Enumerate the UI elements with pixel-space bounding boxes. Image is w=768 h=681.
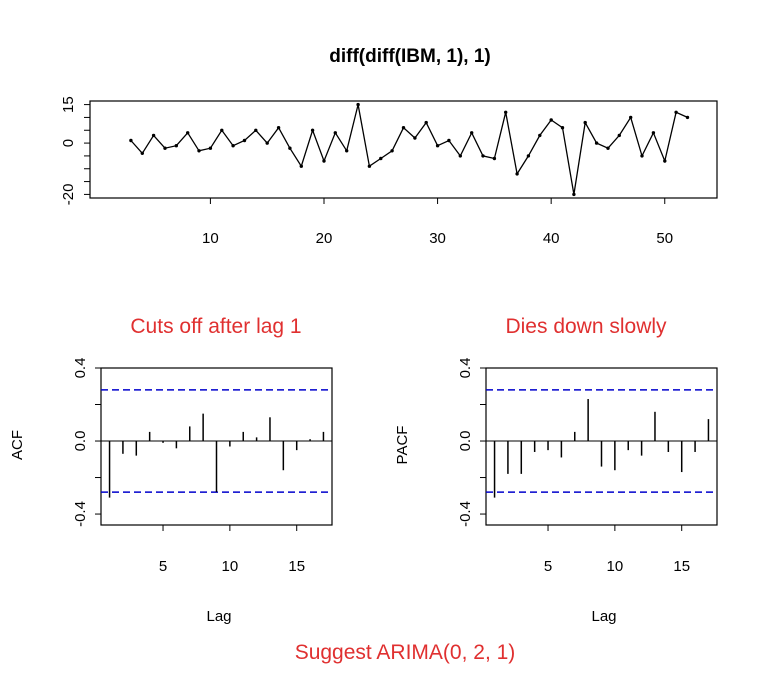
data-point [447,138,451,143]
data-point [572,192,576,197]
data-point [594,141,599,145]
data-point [299,164,303,168]
data-point [424,120,428,125]
data-point [401,126,406,130]
data-point [288,146,292,150]
x-tick-label: 30 [429,230,446,247]
data-point [379,156,383,161]
data-point [492,156,497,161]
data-point [186,131,190,135]
y-tick-label: 15 [60,96,77,113]
model-suggestion-note: Suggest ARIMA(0, 2, 1) [295,641,516,664]
y-tick-label: 0.4 [457,358,474,379]
data-point [367,164,372,168]
plot-frame [89,100,718,199]
pacf-panel: 5 10 15 0.4 0.0 -0.4 [457,358,718,575]
data-point [333,131,337,135]
data-point [583,120,587,125]
data-point [629,115,633,120]
x-tick-label: 5 [544,558,552,575]
data-point [651,131,656,135]
data-point [560,126,565,130]
data-point [254,128,258,132]
y-tick-label: 0.4 [72,358,89,379]
data-point [390,149,394,153]
acf-annotation-title: Cuts off after lag 1 [130,315,301,338]
plot-frame [100,367,333,526]
data-point [435,144,440,148]
pacf-annotation-title: Dies down slowly [505,315,667,338]
x-tick-label: 5 [159,558,167,575]
data-point [129,138,133,143]
data-point [549,118,553,122]
data-point [231,144,235,148]
data-point [151,133,156,138]
series-line [130,104,688,195]
data-point [208,146,213,150]
acf-y-axis-label: ACF [9,430,26,460]
y-tick-label: 0.0 [72,431,89,452]
data-point [356,102,360,107]
x-tick-label: 40 [543,230,560,247]
data-point [617,133,621,138]
acf-x-axis-label: Lag [206,608,231,625]
top-chart-title: diff(diff(IBM, 1), 1) [329,46,490,67]
data-point [458,154,462,158]
y-tick-label: -0.4 [457,501,474,527]
data-point [242,138,247,143]
x-tick-label: 50 [656,230,673,247]
data-point [640,154,644,158]
data-point [515,172,519,176]
x-tick-label: 15 [288,558,305,575]
data-point [606,146,610,150]
data-point [504,110,508,115]
y-tick-label: 0.0 [457,431,474,452]
data-point [265,141,269,145]
data-point [685,115,690,120]
data-point [322,159,326,163]
acf-panel: 5 10 15 0.4 0.0 -0.4 [72,358,333,575]
pacf-y-axis-label: PACF [394,426,411,465]
data-point [310,128,315,132]
data-point [663,159,667,163]
data-point [276,126,281,130]
plot-frame [485,367,718,526]
data-point [481,154,485,158]
pacf-x-axis-label: Lag [591,608,616,625]
data-point [413,136,417,140]
x-tick-label: 10 [222,558,239,575]
data-point [674,110,678,115]
data-point [345,149,349,153]
y-tick-label: -0.4 [72,501,89,527]
data-point [538,133,542,138]
data-point [174,144,178,148]
data-point [470,131,474,135]
x-tick-label: 10 [607,558,624,575]
y-tick-label: 0 [60,139,77,147]
data-point [526,154,531,158]
data-point [197,149,201,153]
x-tick-label: 10 [202,230,219,247]
x-tick-label: 20 [316,230,333,247]
y-tick-label: -20 [60,184,77,206]
time-series-panel: 10 20 30 40 50 15 0 -20 [60,96,718,247]
data-point [163,146,167,150]
x-tick-label: 15 [673,558,690,575]
data-point [140,151,144,155]
data-point [220,128,224,132]
